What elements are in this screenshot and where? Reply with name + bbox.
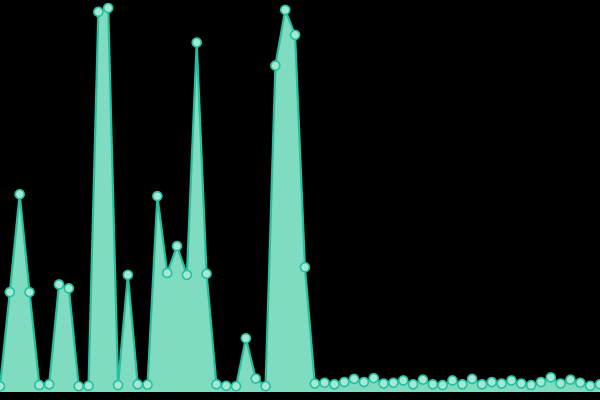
data-point-marker bbox=[240, 332, 252, 344]
data-point-marker bbox=[397, 375, 409, 386]
data-point-marker bbox=[486, 376, 498, 388]
data-point-marker bbox=[447, 375, 458, 386]
data-point-marker bbox=[14, 188, 25, 200]
data-point-marker bbox=[388, 377, 399, 389]
data-point-marker bbox=[358, 376, 370, 388]
data-point-marker bbox=[378, 378, 389, 389]
data-point-marker bbox=[260, 380, 271, 392]
area-fill-path bbox=[0, 8, 600, 392]
data-point-marker bbox=[584, 380, 596, 392]
data-point-markers bbox=[0, 2, 600, 392]
data-point-marker bbox=[53, 279, 65, 290]
data-point-marker bbox=[270, 60, 281, 71]
data-point-marker bbox=[456, 379, 468, 390]
data-point-marker bbox=[191, 37, 203, 48]
data-point-marker bbox=[279, 4, 291, 16]
data-point-marker bbox=[476, 379, 488, 390]
data-point-marker bbox=[565, 374, 576, 386]
data-point-marker bbox=[555, 378, 566, 389]
data-point-marker bbox=[594, 379, 600, 390]
data-point-marker bbox=[83, 380, 94, 392]
data-point-marker bbox=[535, 376, 547, 388]
data-point-marker bbox=[43, 379, 55, 390]
data-point-marker bbox=[309, 378, 321, 389]
data-point-marker bbox=[250, 373, 262, 384]
data-point-marker bbox=[299, 261, 311, 273]
data-point-marker bbox=[368, 372, 380, 384]
data-point-marker bbox=[348, 373, 360, 385]
data-point-marker bbox=[427, 379, 439, 390]
data-point-marker bbox=[417, 374, 429, 386]
data-point-marker bbox=[102, 2, 114, 14]
data-point-marker bbox=[171, 240, 183, 252]
data-point-marker bbox=[73, 380, 84, 392]
data-point-marker bbox=[142, 379, 153, 391]
data-point-marker bbox=[506, 375, 517, 386]
data-point-marker bbox=[181, 269, 193, 281]
data-point-marker bbox=[289, 29, 301, 41]
data-point-marker bbox=[63, 283, 75, 294]
data-point-marker bbox=[152, 190, 163, 202]
data-point-marker bbox=[112, 379, 124, 391]
data-point-marker bbox=[230, 380, 242, 392]
data-point-marker bbox=[132, 379, 143, 390]
data-point-marker bbox=[122, 269, 134, 281]
data-point-marker bbox=[4, 286, 16, 298]
data-point-marker bbox=[496, 378, 507, 389]
data-point-marker bbox=[338, 376, 350, 388]
data-point-marker bbox=[24, 286, 35, 298]
data-point-marker bbox=[201, 268, 212, 280]
data-point-marker bbox=[211, 379, 222, 390]
data-point-marker bbox=[34, 379, 45, 391]
data-point-marker bbox=[437, 379, 448, 391]
data-point-marker bbox=[466, 373, 478, 385]
data-point-marker bbox=[220, 380, 232, 392]
data-point-marker bbox=[516, 378, 527, 389]
data-point-marker bbox=[319, 377, 330, 389]
data-point-marker bbox=[329, 379, 340, 390]
data-point-marker bbox=[161, 267, 173, 279]
data-point-marker bbox=[93, 6, 104, 18]
data-point-marker bbox=[525, 379, 537, 391]
data-point-marker bbox=[407, 379, 419, 390]
data-point-marker bbox=[545, 372, 557, 383]
data-point-marker bbox=[575, 377, 586, 389]
data-point-marker bbox=[0, 380, 6, 392]
